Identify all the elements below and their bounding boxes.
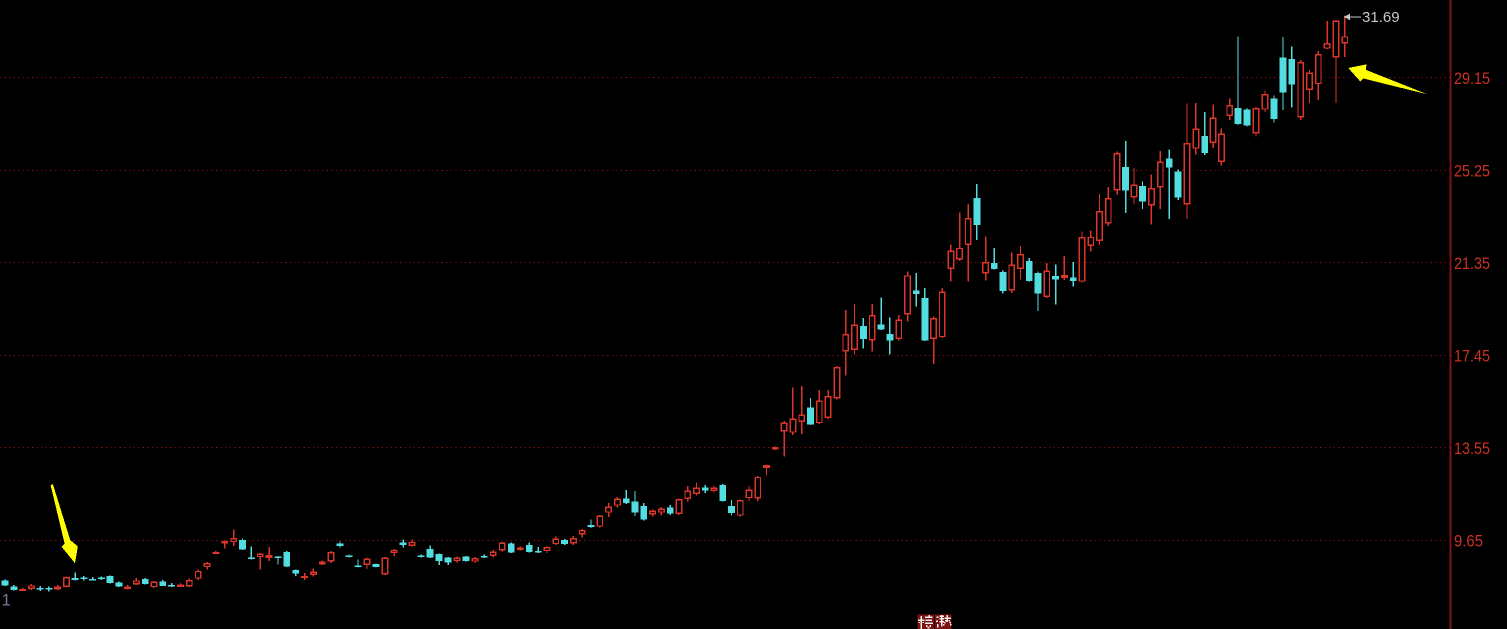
svg-text:9.65: 9.65: [1454, 532, 1483, 551]
svg-text:31.69: 31.69: [1362, 9, 1400, 26]
svg-text:1: 1: [2, 590, 11, 609]
svg-text:13.55: 13.55: [1454, 439, 1490, 458]
svg-text:29.15: 29.15: [1454, 69, 1490, 88]
svg-text:25.25: 25.25: [1454, 161, 1490, 180]
svg-text:21.35: 21.35: [1454, 254, 1490, 273]
svg-text:17.45: 17.45: [1454, 347, 1490, 366]
